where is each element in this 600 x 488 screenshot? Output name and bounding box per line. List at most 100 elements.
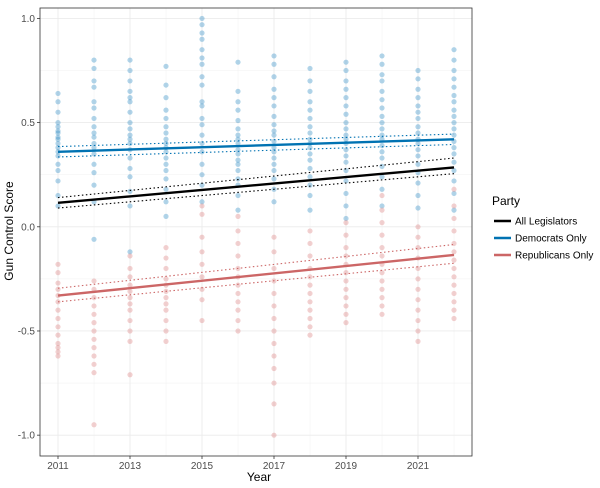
democrat-point [91, 134, 97, 140]
democrat-point [91, 236, 97, 242]
democrat-point [271, 113, 277, 119]
y-axis-ticks: -1.0 -0.5 0.0 0.5 1.0 [18, 14, 40, 442]
republican-point [379, 232, 385, 238]
republican-point [91, 295, 97, 301]
democrat-point [451, 145, 457, 151]
democrat-point [235, 88, 241, 94]
republican-point [199, 274, 205, 280]
republican-point [451, 215, 457, 222]
democrat-point [415, 115, 421, 122]
republican-point [343, 220, 349, 226]
republican-point [271, 290, 277, 297]
republican-point [127, 295, 133, 301]
democrat-point [451, 207, 457, 213]
democrat-point [415, 147, 421, 153]
democrat-point [343, 103, 349, 109]
republican-point [235, 228, 241, 234]
democrat-point [199, 74, 205, 80]
republican-point [379, 303, 385, 309]
republican-point [55, 280, 61, 286]
democrat-point [55, 109, 61, 115]
democrat-point [235, 132, 241, 138]
y-tick-label: 1.0 [21, 14, 35, 25]
republican-point [163, 265, 169, 272]
democrat-point [307, 165, 313, 172]
republican-point [55, 340, 61, 347]
republican-point [307, 324, 313, 330]
trend-line [57, 253, 455, 297]
republican-point [343, 286, 349, 292]
republican-point [379, 286, 385, 292]
democrat-point [199, 36, 205, 42]
republican-point [451, 228, 457, 234]
republican-point [271, 328, 277, 334]
republican-point [307, 290, 313, 297]
democrat-point [163, 136, 169, 142]
democrat-point [415, 124, 421, 130]
republican-point [199, 234, 205, 240]
republican-point [55, 286, 61, 292]
democrat-point [199, 122, 205, 128]
democrat-point [55, 203, 61, 209]
democrat-point [415, 192, 421, 199]
republican-point [127, 328, 133, 334]
republican-point [91, 303, 97, 309]
republican-point [199, 249, 205, 255]
democrat-point [343, 95, 349, 101]
republican-point [91, 320, 97, 326]
republican-point [235, 282, 241, 288]
democrat-point [91, 84, 97, 90]
republican-point [451, 240, 457, 247]
democrat-point [271, 95, 277, 101]
republican-point [415, 317, 421, 324]
republican-point [235, 253, 241, 259]
democrat-point [307, 65, 313, 72]
democrat-point [235, 99, 241, 105]
republican-point [91, 328, 97, 334]
republican-point [415, 265, 421, 272]
democrat-point [271, 86, 277, 92]
democrat-point [235, 107, 241, 113]
democrat-point [163, 161, 169, 167]
democrat-point [451, 190, 457, 197]
democrat-point [127, 57, 133, 63]
republican-point [91, 336, 97, 342]
democrat-point [379, 126, 385, 132]
republican-point [307, 307, 313, 313]
democrat-point [91, 65, 97, 72]
legend-label: All Legislators [515, 217, 577, 228]
republican-point [199, 286, 205, 292]
democrat-point [379, 53, 385, 59]
republican-point [271, 353, 277, 359]
democrat-point [343, 132, 349, 138]
republican-point [127, 317, 133, 324]
republican-point [163, 295, 169, 301]
y-tick-label: 0.0 [21, 222, 35, 233]
democrat-point [379, 155, 385, 161]
democrat-point [415, 67, 421, 74]
republican-point [199, 203, 205, 209]
republican-point [91, 345, 97, 351]
democrat-point [271, 176, 277, 182]
democrat-point [271, 132, 277, 138]
republican-point [55, 332, 61, 338]
republican-point [91, 311, 97, 317]
democrat-point [55, 167, 61, 174]
democrat-point [307, 136, 313, 142]
democrat-point [163, 130, 169, 136]
democrat-point [379, 186, 385, 192]
republican-point [127, 307, 133, 313]
democrat-point [199, 99, 205, 105]
democrat-point [307, 115, 313, 122]
democrat-point [271, 161, 277, 167]
y-axis-title: Gun Control Score [2, 181, 16, 281]
democrat-point [127, 109, 133, 115]
republican-point [199, 261, 205, 267]
democrat-point [55, 99, 61, 105]
legend-label: Republicans Only [515, 251, 593, 262]
legend: Party All Legislators Democrats Only Repub… [492, 194, 593, 262]
democrat-point [343, 178, 349, 184]
democrat-point [199, 55, 205, 61]
democrat-point [271, 122, 277, 128]
democrat-point [235, 140, 241, 147]
